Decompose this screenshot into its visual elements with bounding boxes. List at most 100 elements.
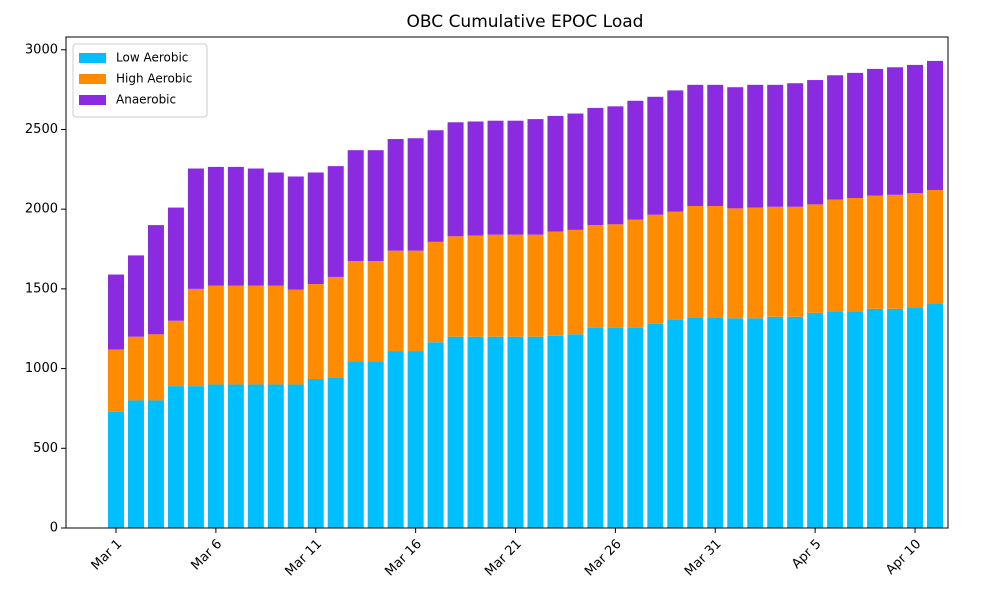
- bar-segment: [907, 193, 924, 309]
- bar-segment: [707, 317, 724, 528]
- y-tick-label: 0: [50, 521, 58, 536]
- bar-segment: [227, 285, 244, 385]
- x-tick-label: Mar 11: [282, 537, 325, 580]
- bar-segment: [327, 166, 344, 277]
- bar-segment: [247, 285, 264, 385]
- legend-swatch: [79, 95, 106, 105]
- bar-segment: [607, 224, 624, 328]
- bar-segment: [847, 311, 864, 528]
- y-tick-label: 1000: [25, 361, 58, 376]
- bar-segment: [567, 113, 584, 230]
- bar-segment: [367, 150, 384, 261]
- y-tick-label: 2000: [25, 202, 58, 217]
- bar-segment: [367, 361, 384, 528]
- bar-segment: [447, 236, 464, 337]
- x-tick-label: Mar 1: [89, 537, 126, 574]
- plot-area: [108, 60, 943, 528]
- x-tick-label: Mar 16: [382, 537, 425, 580]
- bar-segment: [487, 120, 504, 235]
- y-tick-label: 500: [33, 441, 58, 456]
- bar-segment: [867, 68, 884, 196]
- bar-segment: [747, 318, 764, 528]
- legend-label: Anaerobic: [116, 93, 176, 107]
- bar-segment: [287, 289, 304, 385]
- legend-label: Low Aerobic: [116, 51, 188, 65]
- bar-segment: [847, 72, 864, 199]
- bar-segment: [647, 96, 664, 215]
- bar-segment: [927, 190, 943, 305]
- bar-segment: [747, 207, 764, 319]
- bar-segment: [467, 336, 484, 528]
- legend-swatch: [79, 74, 106, 84]
- bar-segment: [707, 84, 724, 206]
- bar-segment: [547, 335, 564, 528]
- bar-segment: [447, 336, 464, 528]
- bar-segment: [747, 84, 764, 208]
- bar-segment: [927, 304, 943, 528]
- bar-segment: [207, 285, 224, 385]
- bar-segment: [207, 166, 224, 286]
- bar-segment: [647, 323, 664, 528]
- bar-segment: [187, 386, 204, 528]
- legend-label: High Aerobic: [116, 72, 192, 86]
- bar-segment: [487, 336, 504, 528]
- bar-segment: [287, 384, 304, 528]
- bar-segment: [887, 194, 904, 309]
- bar-segment: [507, 120, 524, 235]
- bar-segment: [587, 327, 604, 528]
- bar-segment: [627, 327, 644, 528]
- bar-segment: [687, 317, 704, 528]
- bar-segment: [787, 206, 804, 317]
- bar-segment: [227, 166, 244, 286]
- bar-segment: [907, 64, 924, 194]
- bar-segment: [807, 80, 824, 205]
- bar-segment: [467, 121, 484, 236]
- x-tick-label: Mar 6: [188, 537, 225, 574]
- bar-segment: [267, 285, 284, 385]
- bar-segment: [427, 130, 444, 242]
- bar-segment: [427, 241, 444, 343]
- bar-segment: [367, 260, 384, 362]
- bar-segment: [827, 311, 844, 528]
- bar-segment: [727, 208, 744, 319]
- bar-segment: [167, 386, 184, 528]
- bar-segment: [407, 138, 424, 251]
- bar-segment: [727, 318, 744, 528]
- bar-segment: [767, 316, 784, 528]
- y-tick-label: 1500: [25, 281, 58, 296]
- bar-segment: [347, 150, 364, 261]
- bar-segment: [108, 274, 124, 350]
- bar-segment: [147, 400, 164, 528]
- bar-segment: [887, 308, 904, 528]
- legend-box: [72, 43, 208, 118]
- bar-segment: [827, 199, 844, 312]
- bar-segment: [127, 336, 144, 401]
- bar-segment: [667, 211, 684, 320]
- bar-segment: [347, 260, 364, 362]
- bar-segment: [307, 378, 324, 528]
- bar-segment: [287, 176, 304, 290]
- bar-segment: [247, 384, 264, 528]
- chart-title: OBC Cumulative EPOC Load: [407, 12, 644, 32]
- bar-segment: [207, 384, 224, 528]
- bar-segment: [387, 139, 404, 251]
- bar-segment: [527, 119, 544, 235]
- x-tick-label: Apr 5: [789, 537, 824, 572]
- bar-segment: [667, 319, 684, 528]
- bar-segment: [847, 198, 864, 312]
- legend: Low Aerobic High Aerobic Anaerobic: [72, 43, 208, 118]
- bar-segment: [727, 87, 744, 209]
- bar-segment: [487, 234, 504, 337]
- bar-segment: [387, 250, 404, 352]
- bar-segment: [527, 336, 544, 528]
- legend-swatch: [79, 53, 106, 63]
- x-tick-label: Apr 10: [883, 537, 924, 578]
- bar-segment: [787, 83, 804, 207]
- bar-segment: [627, 100, 644, 220]
- bar-segment: [547, 231, 564, 336]
- bar-segment: [307, 172, 324, 285]
- bar-segment: [887, 67, 904, 195]
- bar-segment: [108, 349, 124, 412]
